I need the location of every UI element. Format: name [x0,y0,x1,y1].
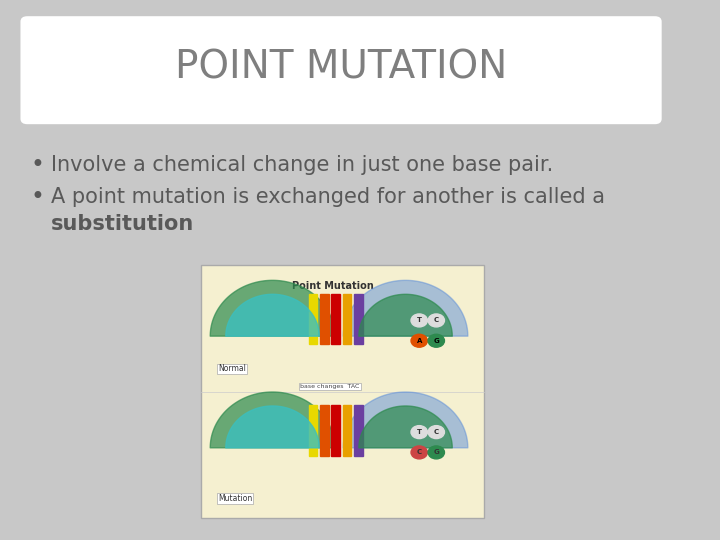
Circle shape [411,426,428,438]
FancyBboxPatch shape [20,16,662,124]
Text: T: T [417,429,422,435]
Text: Point Mutation: Point Mutation [292,281,374,291]
Text: C: C [433,429,438,435]
Bar [331,294,340,344]
Bar [320,406,328,456]
Text: A: A [417,338,422,344]
Text: POINT MUTATION: POINT MUTATION [175,49,507,86]
Circle shape [411,334,428,347]
FancyBboxPatch shape [201,265,485,518]
Bar [320,294,328,344]
Text: C: C [417,449,422,455]
Text: G: G [433,338,439,344]
Text: Mutation: Mutation [218,494,253,503]
Text: •: • [31,185,45,209]
Bar [331,406,340,456]
Text: G: G [433,449,439,455]
Text: base changes  TAC: base changes TAC [300,384,360,389]
Text: Normal: Normal [218,364,246,374]
Text: C: C [433,318,438,323]
Bar [343,294,351,344]
Circle shape [428,446,444,459]
Bar [354,294,363,344]
Circle shape [428,334,444,347]
Bar [354,406,363,456]
Circle shape [411,314,428,327]
Circle shape [428,314,444,327]
Text: •: • [31,153,45,177]
Bar [309,406,318,456]
Circle shape [428,426,444,438]
Text: .: . [152,214,158,234]
Bar [343,406,351,456]
Text: T: T [417,318,422,323]
Text: Involve a chemical change in just one base pair.: Involve a chemical change in just one ba… [51,154,554,175]
Bar [309,294,318,344]
Circle shape [411,446,428,459]
Text: A point mutation is exchanged for another is called a: A point mutation is exchanged for anothe… [51,187,606,207]
Text: substitution: substitution [51,214,194,234]
